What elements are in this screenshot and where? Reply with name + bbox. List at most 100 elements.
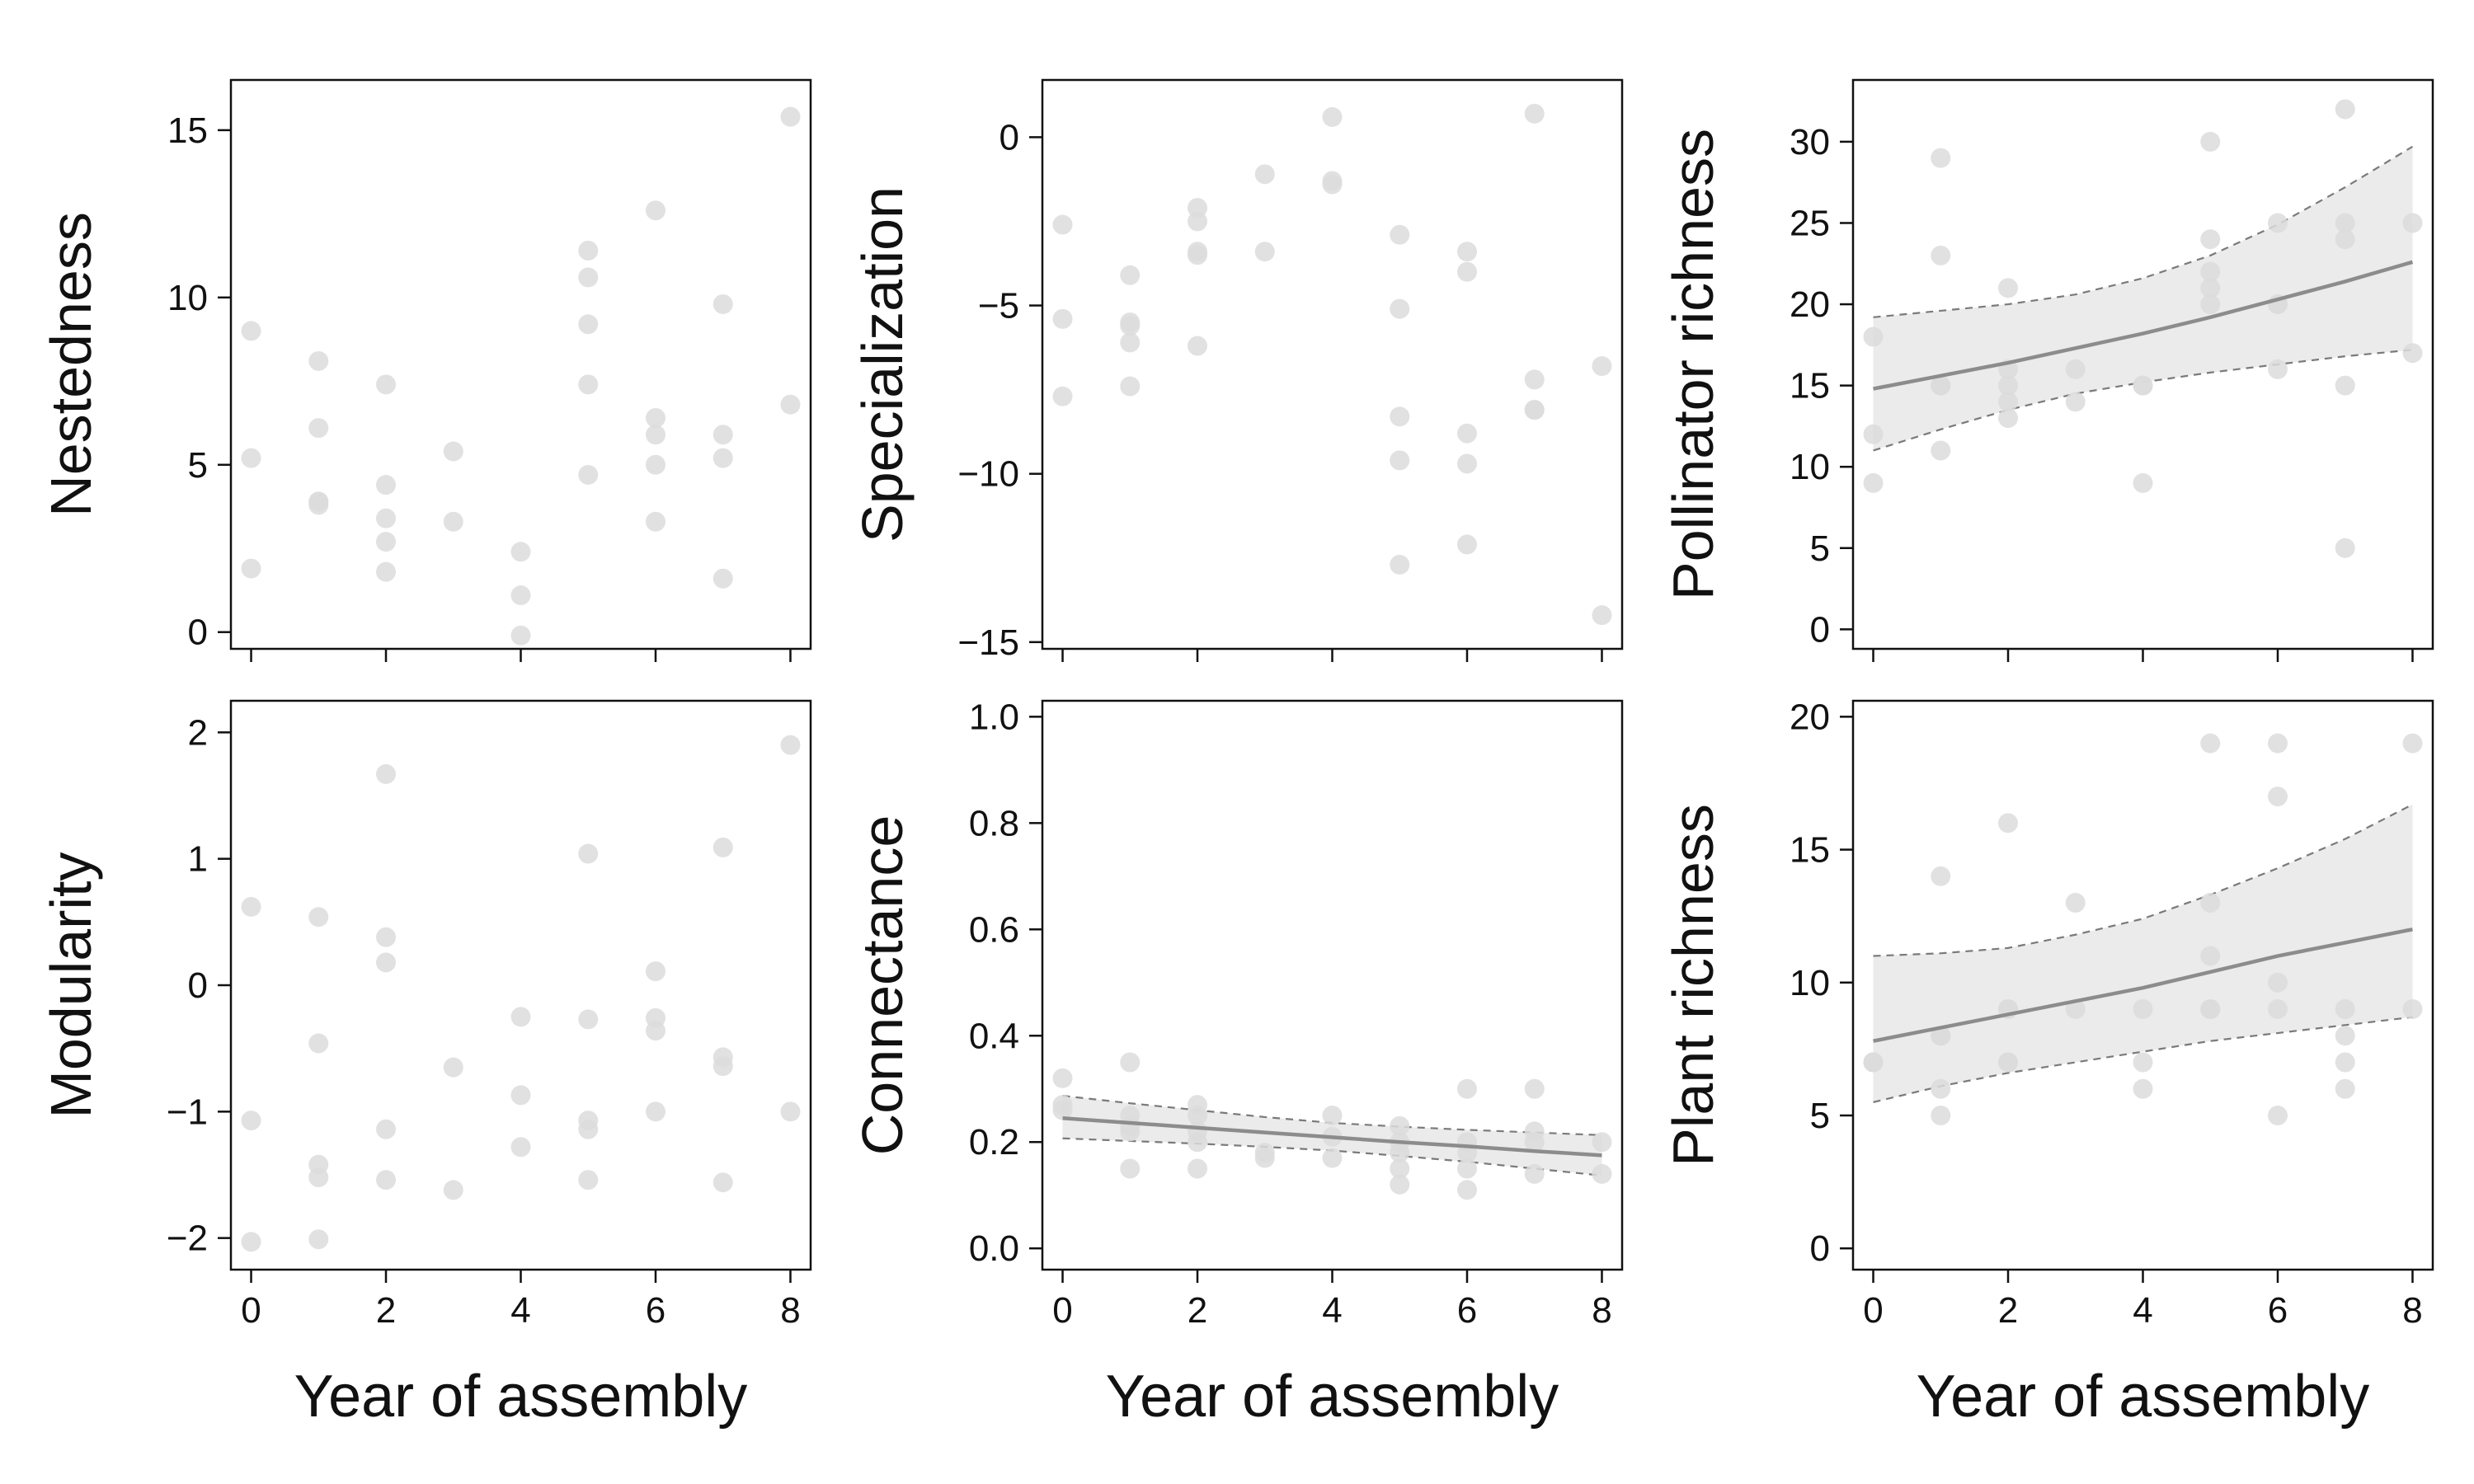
data-point <box>2402 999 2423 1020</box>
data-point <box>1524 1132 1545 1153</box>
data-point <box>1931 148 1951 168</box>
data-point <box>1390 1174 1410 1195</box>
data-point <box>1390 406 1410 427</box>
data-point <box>1456 453 1477 474</box>
data-point <box>241 896 261 917</box>
data-point <box>578 374 599 395</box>
data-point <box>713 294 733 314</box>
x-tick-label: 4 <box>2133 1290 2152 1331</box>
data-point <box>1524 103 1545 124</box>
panel-3: 0 5 10 15 20 25 30 Pollinator richness <box>1661 78 2434 662</box>
data-point <box>308 907 329 928</box>
data-point <box>1322 106 1343 127</box>
data-point <box>1120 1121 1141 1142</box>
x-tick-label: 8 <box>780 1290 800 1331</box>
data-point <box>1931 866 1951 886</box>
ci-upper-line <box>1873 803 2413 957</box>
data-point <box>2335 213 2355 233</box>
data-point <box>1524 369 1545 390</box>
data-point <box>1592 356 1612 377</box>
y-tick-label: 15 <box>1790 366 1830 406</box>
data-point <box>1052 1100 1073 1120</box>
data-point <box>1120 332 1141 353</box>
data-point <box>1931 1026 1951 1046</box>
data-point <box>1188 211 1208 232</box>
data-point <box>308 418 329 439</box>
y-axis-title: Plant richness <box>1661 804 1725 1167</box>
data-point <box>1592 1163 1612 1184</box>
panel-2: 0 −5 −10 −15 Specialization <box>850 78 1624 663</box>
y-tick-label: 0 <box>1810 609 1830 650</box>
data-point <box>780 106 801 127</box>
x-tick-label: 8 <box>2402 1290 2422 1331</box>
data-point <box>713 837 733 857</box>
data-point <box>2402 213 2423 233</box>
data-point <box>2200 294 2221 315</box>
data-point <box>2133 1078 2153 1099</box>
data-point <box>1052 308 1073 329</box>
data-point <box>510 625 531 646</box>
data-point <box>713 1172 733 1193</box>
data-point <box>1998 278 2019 298</box>
y-tick-label: 10 <box>167 278 208 318</box>
data-point <box>645 454 666 475</box>
data-point <box>1390 1115 1410 1136</box>
data-point <box>1931 245 1951 265</box>
data-point <box>1188 336 1208 356</box>
data-point <box>2267 733 2288 754</box>
data-point <box>1254 1148 1275 1168</box>
x-axis-title: Year of assembly <box>294 1364 748 1430</box>
data-point <box>578 241 599 261</box>
data-point <box>713 425 733 445</box>
data-point <box>308 350 329 371</box>
data-point <box>2267 359 2288 379</box>
data-point <box>578 1119 599 1139</box>
data-point <box>578 843 599 864</box>
y-tick-label: 0.4 <box>969 1016 1019 1056</box>
data-point <box>1390 1143 1410 1163</box>
data-point <box>308 1229 329 1250</box>
data-point <box>645 425 666 445</box>
y-tick-label: −5 <box>978 286 1019 326</box>
panel-5: 0.0 0.2 0.4 0.6 0.8 1.0 0 2 4 6 8 Connectance Year o… <box>850 697 1624 1430</box>
data-point <box>1052 1068 1073 1088</box>
data-point <box>1390 450 1410 471</box>
data-point <box>1998 408 2019 429</box>
y-tick-label: 1.0 <box>969 697 1019 737</box>
data-point <box>2335 375 2355 396</box>
data-point <box>1524 400 1545 420</box>
x-tick-label: 2 <box>376 1290 396 1331</box>
x-tick-label: 0 <box>1863 1290 1883 1331</box>
plot-frame <box>1041 78 1624 650</box>
data-point <box>1390 224 1410 245</box>
data-point <box>1456 1158 1477 1179</box>
data-point <box>2335 538 2355 558</box>
data-point <box>2200 733 2221 754</box>
data-point <box>1456 242 1477 262</box>
data-point <box>1456 423 1477 444</box>
data-point <box>376 561 397 582</box>
data-point <box>376 374 397 395</box>
data-point <box>713 568 733 589</box>
data-point <box>578 1009 599 1030</box>
data-point <box>645 1101 666 1122</box>
y-tick-label: −15 <box>957 622 1019 663</box>
data-point <box>1120 1052 1141 1073</box>
data-point <box>2335 999 2355 1020</box>
data-point <box>2402 733 2423 754</box>
data-point <box>308 1167 329 1188</box>
fit-line <box>1873 260 2414 391</box>
data-point <box>578 464 599 485</box>
data-point <box>2133 472 2153 493</box>
y-tick-label: 0.2 <box>969 1122 1019 1162</box>
fit-line <box>1873 928 2413 1043</box>
data-point <box>1998 392 2019 412</box>
y-tick-label: −10 <box>957 454 1019 495</box>
x-tick-label: 6 <box>646 1290 666 1331</box>
panel-6: 0 5 10 15 20 0 2 4 6 8 Plant richness Year of assem… <box>1661 697 2434 1430</box>
data-point <box>241 321 261 341</box>
x-tick-label: 6 <box>2268 1290 2288 1331</box>
data-point <box>1254 164 1275 185</box>
data-point <box>1524 1163 1545 1184</box>
data-point <box>2267 1105 2288 1125</box>
